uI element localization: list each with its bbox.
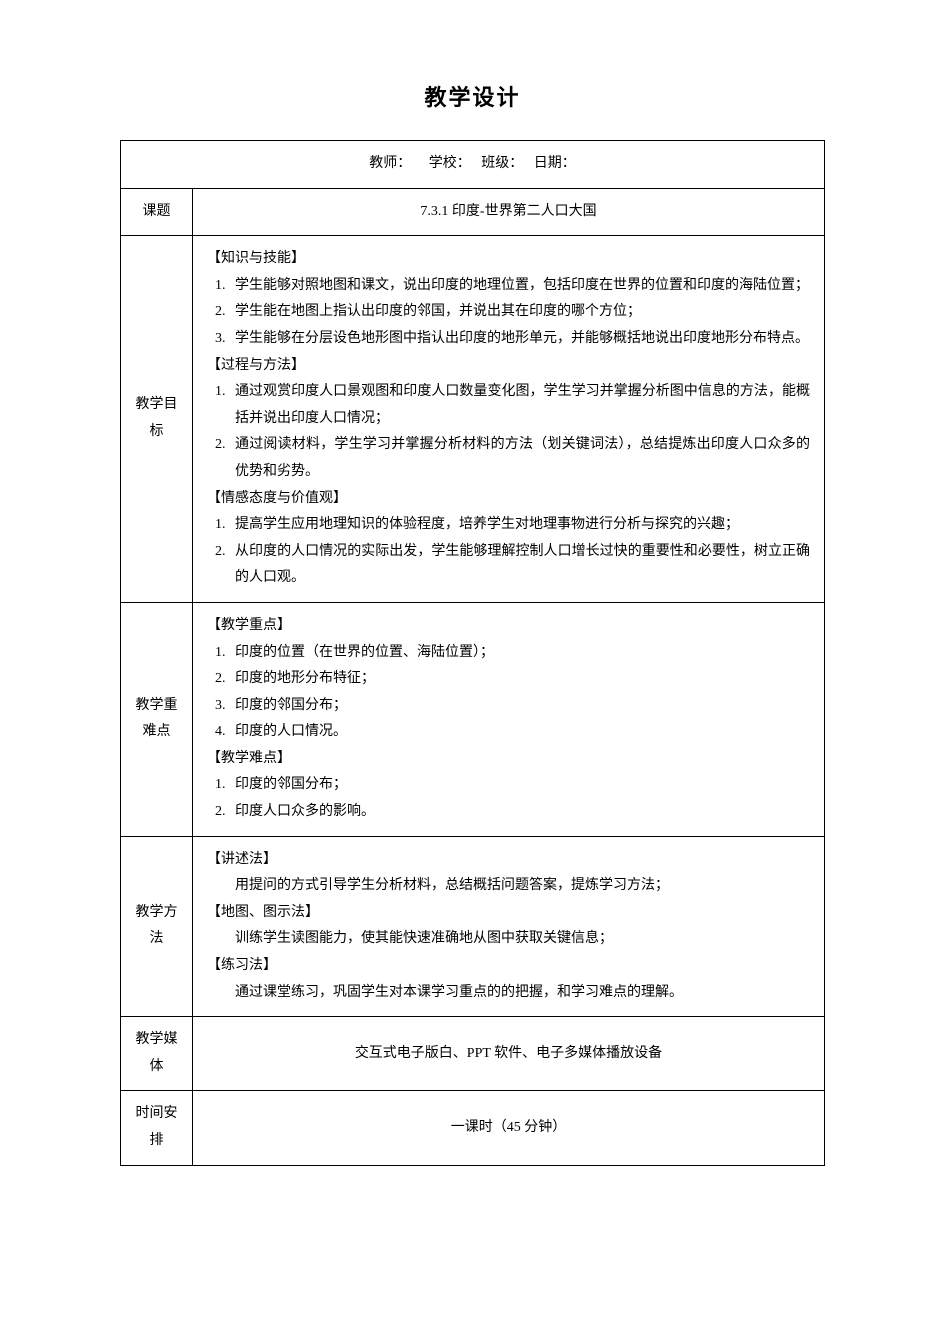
goals-content: 【知识与技能】 学生能够对照地图和课文，说出印度的地理位置，包括印度在世界的位置…: [193, 236, 825, 603]
topic-label: 课题: [121, 188, 193, 236]
goals-s3-1: 提高学生应用地理知识的体验程度，培养学生对地理事物进行分析与探究的兴趣；: [229, 512, 810, 539]
goals-s1-1: 学生能够对照地图和课文，说出印度的地理位置，包括印度在世界的位置和印度的海陆位置…: [229, 273, 810, 300]
goals-s3-2: 从印度的人口情况的实际出发，学生能够理解控制人口增长过快的重要性和必要性，树立正…: [229, 539, 810, 592]
goals-s3-head: 【情感态度与价值观】: [207, 486, 810, 513]
keydiff-s2-head: 【教学难点】: [207, 746, 810, 773]
time-value: 一课时（45 分钟）: [193, 1091, 825, 1165]
media-label: 教学媒体: [121, 1017, 193, 1091]
keydiff-s1-1: 印度的位置（在世界的位置、海陆位置）；: [229, 640, 810, 667]
school-label: 学校：: [429, 156, 471, 171]
time-label: 时间安排: [121, 1091, 193, 1165]
method-label: 教学方法: [121, 836, 193, 1017]
method-s1-head: 【讲述法】: [207, 847, 810, 874]
teacher-label: 教师：: [369, 156, 411, 171]
method-content: 【讲述法】 用提问的方式引导学生分析材料，总结概括问题答案，提炼学习方法； 【地…: [193, 836, 825, 1017]
goals-s1-head: 【知识与技能】: [207, 246, 810, 273]
keydiff-s2-1: 印度的邻国分布；: [229, 772, 810, 799]
keydiff-s1-head: 【教学重点】: [207, 613, 810, 640]
date-label: 日期：: [534, 156, 576, 171]
goals-s1-3: 学生能够在分层设色地形图中指认出印度的地形单元，并能够概括地说出印度地形分布特点…: [229, 326, 810, 353]
keydiff-s2-2: 印度人口众多的影响。: [229, 799, 810, 826]
page-title: 教学设计: [120, 80, 825, 112]
goals-s1-2: 学生能在地图上指认出印度的邻国，并说出其在印度的哪个方位；: [229, 299, 810, 326]
method-s3-head: 【练习法】: [207, 953, 810, 980]
topic-value: 7.3.1 印度-世界第二人口大国: [193, 188, 825, 236]
goals-s2-1: 通过观赏印度人口景观图和印度人口数量变化图，学生学习并掌握分析图中信息的方法，能…: [229, 379, 810, 432]
keydiff-content: 【教学重点】 印度的位置（在世界的位置、海陆位置）； 印度的地形分布特征； 印度…: [193, 602, 825, 836]
keydiff-label: 教学重难点: [121, 602, 193, 836]
keydiff-s1-3: 印度的邻国分布；: [229, 693, 810, 720]
goals-s2-head: 【过程与方法】: [207, 353, 810, 380]
method-s3-body: 通过课堂练习，巩固学生对本课学习重点的的把握，和学习难点的理解。: [207, 980, 810, 1007]
goals-label: 教学目标: [121, 236, 193, 603]
keydiff-s1-4: 印度的人口情况。: [229, 719, 810, 746]
lesson-plan-table: 教师： 学校： 班级： 日期： 课题 7.3.1 印度-世界第二人口大国 教学目…: [120, 140, 825, 1166]
method-s2-head: 【地图、图示法】: [207, 900, 810, 927]
class-label: 班级：: [481, 156, 523, 171]
header-row: 教师： 学校： 班级： 日期：: [121, 141, 825, 189]
keydiff-s1-2: 印度的地形分布特征；: [229, 666, 810, 693]
method-s1-body: 用提问的方式引导学生分析材料，总结概括问题答案，提炼学习方法；: [207, 873, 810, 900]
goals-s2-2: 通过阅读材料，学生学习并掌握分析材料的方法（划关键词法），总结提炼出印度人口众多…: [229, 432, 810, 485]
media-value: 交互式电子版白、PPT 软件、电子多媒体播放设备: [193, 1017, 825, 1091]
method-s2-body: 训练学生读图能力，使其能快速准确地从图中获取关键信息；: [207, 926, 810, 953]
